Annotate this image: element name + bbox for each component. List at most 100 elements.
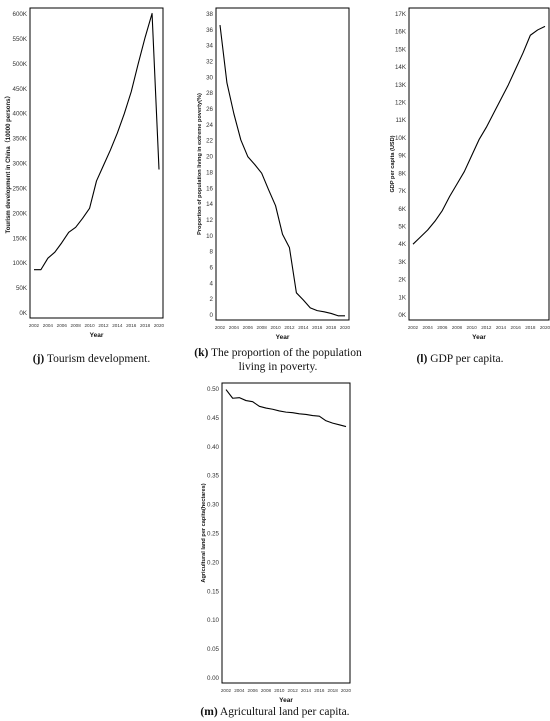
data-point-m bbox=[325, 420, 326, 421]
data-point-j bbox=[89, 208, 90, 209]
data-point-j bbox=[151, 13, 152, 14]
y-tick-label-m: 0.05 bbox=[207, 646, 220, 653]
data-point-l bbox=[412, 244, 413, 245]
y-tick-label-l: 5K bbox=[398, 223, 406, 230]
x-tick-label-j: 2010 bbox=[84, 323, 95, 328]
data-point-m bbox=[279, 410, 280, 411]
x-tick-label-l: 2014 bbox=[496, 325, 507, 330]
y-tick-label-m: 0.35 bbox=[207, 473, 220, 480]
data-point-l bbox=[434, 221, 435, 222]
data-point-l bbox=[493, 113, 494, 114]
x-axis-label-k: Year bbox=[276, 334, 290, 341]
x-tick-label-j: 2002 bbox=[29, 323, 40, 328]
y-tick-label-j: 200K bbox=[13, 210, 28, 217]
data-point-j bbox=[124, 113, 125, 114]
data-point-m bbox=[339, 424, 340, 425]
y-tick-label-k: 30 bbox=[206, 74, 213, 81]
y-axis-label-m: Agricultural land per capita(hectares) bbox=[201, 483, 207, 582]
data-point-k bbox=[303, 299, 304, 300]
data-point-k bbox=[337, 315, 338, 316]
caption-j: (j) Tourism development. bbox=[0, 352, 183, 366]
data-point-k bbox=[261, 173, 262, 174]
plot-frame-m bbox=[221, 382, 351, 684]
data-point-l bbox=[478, 139, 479, 140]
y-tick-label-l: 11K bbox=[395, 117, 406, 124]
data-point-k bbox=[344, 315, 345, 316]
y-tick-label-k: 32 bbox=[206, 59, 213, 66]
data-point-m bbox=[225, 389, 226, 390]
data-point-j bbox=[33, 269, 34, 270]
x-tick-label-j: 2018 bbox=[140, 323, 151, 328]
data-point-j bbox=[75, 227, 76, 228]
y-tick-label-k: 20 bbox=[206, 154, 213, 161]
y-tick-label-j: 350K bbox=[13, 136, 28, 143]
x-tick-label-j: 2008 bbox=[71, 323, 82, 328]
data-point-k bbox=[296, 292, 297, 293]
x-tick-label-m: 2010 bbox=[274, 688, 285, 693]
plot-frame-l bbox=[408, 7, 550, 321]
x-tick-label-k: 2006 bbox=[243, 325, 254, 330]
data-point-m bbox=[345, 426, 346, 427]
y-tick-label-k: 4 bbox=[210, 280, 214, 287]
y-tick-label-l: 8K bbox=[398, 170, 406, 177]
y-tick-label-j: 600K bbox=[13, 11, 28, 18]
data-point-l bbox=[537, 29, 538, 30]
y-tick-label-m: 0.40 bbox=[207, 444, 220, 451]
data-point-k bbox=[275, 205, 276, 206]
data-point-k bbox=[282, 234, 283, 235]
y-tick-label-k: 10 bbox=[206, 233, 213, 240]
y-tick-label-k: 22 bbox=[206, 138, 213, 145]
data-point-j bbox=[138, 63, 139, 64]
data-point-l bbox=[530, 35, 531, 36]
x-tick-label-k: 2014 bbox=[298, 325, 309, 330]
x-axis-label-j: Year bbox=[90, 332, 104, 339]
data-point-k bbox=[219, 24, 220, 25]
data-point-m bbox=[265, 407, 266, 408]
data-point-k bbox=[254, 164, 255, 165]
x-tick-label-l: 2012 bbox=[481, 325, 492, 330]
x-tick-label-m: 2018 bbox=[328, 688, 339, 693]
y-tick-label-j: 300K bbox=[13, 161, 28, 168]
y-tick-label-k: 36 bbox=[206, 27, 213, 34]
y-axis-label-l: GDP per capita (USD) bbox=[390, 135, 396, 192]
data-point-m bbox=[252, 401, 253, 402]
y-tick-label-l: 17K bbox=[395, 11, 407, 18]
data-point-l bbox=[515, 68, 516, 69]
data-point-k bbox=[240, 139, 241, 140]
x-tick-label-m: 2012 bbox=[288, 688, 299, 693]
data-point-l bbox=[471, 155, 472, 156]
data-point-l bbox=[456, 183, 457, 184]
y-tick-label-m: 0.20 bbox=[207, 559, 220, 566]
plot-frame-j bbox=[29, 7, 164, 319]
series-line-l bbox=[412, 25, 546, 245]
x-tick-label-k: 2016 bbox=[312, 325, 323, 330]
x-tick-label-j: 2004 bbox=[43, 323, 54, 328]
y-tick-label-l: 14K bbox=[395, 64, 407, 71]
data-point-m bbox=[312, 415, 313, 416]
x-tick-label-j: 2012 bbox=[98, 323, 109, 328]
data-point-m bbox=[232, 398, 233, 399]
data-point-j bbox=[145, 37, 146, 38]
x-axis-label-l: Year bbox=[472, 334, 486, 341]
y-tick-label-l: 6K bbox=[398, 206, 406, 213]
x-tick-label-m: 2006 bbox=[248, 688, 259, 693]
x-tick-label-j: 2006 bbox=[57, 323, 68, 328]
y-tick-label-k: 18 bbox=[206, 169, 213, 176]
x-axis-label-m: Year bbox=[279, 697, 293, 704]
x-tick-label-m: 2002 bbox=[221, 688, 232, 693]
chart-m: 0.00 0.05 0.10 0.15 0.20 0.25 0.30 0.35 0.40 0.45… bbox=[201, 382, 352, 704]
x-tick-label-l: 2018 bbox=[525, 325, 536, 330]
data-point-j bbox=[47, 258, 48, 259]
caption-m: (m) Agricultural land per capita. bbox=[150, 705, 400, 719]
y-tick-label-j: 50K bbox=[16, 285, 28, 292]
caption-l: (l) GDP per capita. bbox=[370, 352, 550, 366]
series-line-m bbox=[225, 389, 347, 428]
x-tick-label-j: 2020 bbox=[154, 323, 165, 328]
series-line-k bbox=[219, 25, 345, 317]
y-tick-label-l: 9K bbox=[398, 153, 406, 160]
caption-l-text: GDP per capita. bbox=[430, 353, 504, 365]
y-tick-label-k: 6 bbox=[210, 264, 214, 271]
y-tick-label-j: 450K bbox=[13, 86, 28, 93]
data-point-j bbox=[117, 133, 118, 134]
data-point-l bbox=[464, 171, 465, 172]
